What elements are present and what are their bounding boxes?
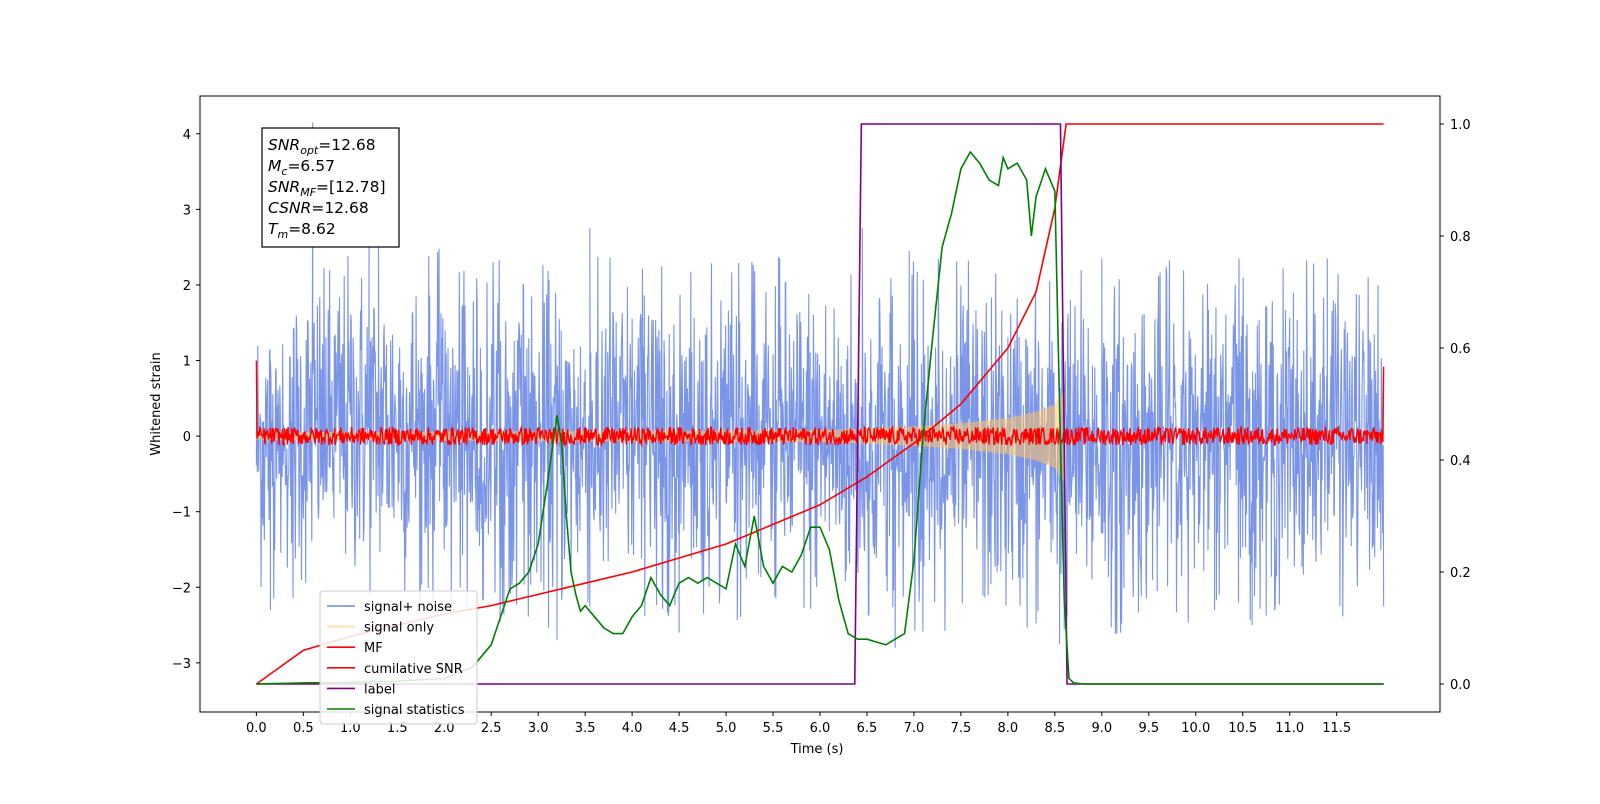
y-axis-label: Whitened strain — [149, 352, 164, 455]
x-tick-label: 0.0 — [246, 721, 267, 736]
y2-tick-label: 0.2 — [1450, 566, 1471, 581]
x-axis-label: Time (s) — [790, 742, 844, 757]
annotation-symbol: CSNR — [268, 199, 311, 217]
legend-label: cumilative SNR — [364, 662, 463, 677]
x-tick-label: 1.5 — [387, 721, 408, 736]
x-tick-label: 1.0 — [340, 721, 361, 736]
legend-frame — [319, 590, 478, 725]
annotation-line: SNRMF=[12.78] — [268, 178, 386, 199]
annotation-symbol: SNR — [268, 136, 300, 154]
x-tick-label: 2.5 — [481, 721, 502, 736]
annotation-value: =8.62 — [288, 220, 336, 238]
x-tick-label: 2.0 — [434, 721, 455, 736]
y-tick-label: 4 — [183, 128, 191, 143]
y-tick-label: 0 — [183, 430, 191, 445]
annotation-symbol: SNR — [268, 178, 300, 196]
annotation-subscript: m — [277, 228, 288, 241]
x-tick-label: 10.5 — [1228, 721, 1257, 736]
y2-tick-label: 0.4 — [1450, 454, 1471, 469]
annotation-symbol: M — [268, 157, 281, 175]
legend-label: signal only — [364, 621, 434, 636]
x-tick-label: 5.0 — [716, 721, 737, 736]
x-tick-label: 3.5 — [575, 721, 596, 736]
series-mf-line — [255, 360, 1385, 448]
annotation-line: Mc=6.57 — [268, 157, 335, 178]
x-tick-label: 6.5 — [857, 721, 878, 736]
annotation-subscript: opt — [300, 144, 319, 157]
annotation-frame — [261, 127, 400, 248]
x-tick-label: 10.0 — [1181, 721, 1210, 736]
annotation-subscript: c — [281, 165, 287, 178]
x-tick-label: 8.0 — [998, 721, 1019, 736]
y-tick-label: 2 — [183, 279, 191, 294]
x-tick-label: 7.5 — [951, 721, 972, 736]
legend-label: signal statistics — [364, 703, 465, 718]
annotation-value: =12.68 — [311, 199, 368, 217]
legend: signal+ noise signal only MF cumilative SNR… — [319, 590, 478, 725]
annotation-subscript: MF — [300, 186, 316, 199]
axes: 0.0 0.5 1.0 1.5 2.0 2.5 3.0 3.5 4.0 4.5 5.0 5.5 6.0 6… — [172, 118, 1471, 736]
x-tick-label: 11.0 — [1275, 721, 1304, 736]
y2-tick-label: 1.0 — [1450, 118, 1471, 133]
y2-tick-label: 0.0 — [1450, 678, 1471, 693]
x-tick-label: 0.5 — [293, 721, 314, 736]
legend-label: MF — [364, 641, 383, 656]
y-tick-label: −3 — [172, 657, 191, 672]
annotation-line: SNRopt=12.68 — [268, 136, 376, 157]
series-signal-noise-line — [255, 122, 1385, 648]
annotation-box: SNRopt=12.68Mc=6.57SNRMF=[12.78]CSNR=12.… — [261, 127, 400, 248]
y-tick-label: −2 — [172, 581, 191, 596]
x-tick-label: 4.0 — [622, 721, 643, 736]
y-tick-label: 3 — [183, 203, 191, 218]
x-tick-label: 4.5 — [669, 721, 690, 736]
legend-label: signal+ noise — [364, 600, 452, 615]
x-tick-label: 5.5 — [763, 721, 784, 736]
annotation-value: =[12.78] — [316, 178, 385, 196]
annotation-line: Tm=8.62 — [268, 220, 336, 241]
y2-tick-label: 0.8 — [1450, 230, 1471, 245]
y-tick-label: −1 — [172, 506, 191, 521]
y-tick-label: 1 — [183, 355, 191, 370]
y2-tick-label: 0.6 — [1450, 342, 1471, 357]
annotation-value: =6.57 — [287, 157, 335, 175]
x-tick-label: 6.0 — [810, 721, 831, 736]
series-signal-statistics-line — [256, 150, 1384, 685]
legend-label: label — [364, 682, 395, 697]
x-tick-label: 3.0 — [528, 721, 549, 736]
x-tick-label: 8.5 — [1045, 721, 1066, 736]
x-tick-label: 9.0 — [1091, 721, 1112, 736]
x-tick-label: 9.5 — [1138, 721, 1159, 736]
x-tick-label: 7.0 — [904, 721, 925, 736]
annotation-symbol: T — [268, 220, 279, 238]
annotation-line: CSNR=12.68 — [268, 199, 369, 217]
annotation-value: =12.68 — [318, 136, 375, 154]
x-tick-label: 11.5 — [1322, 721, 1351, 736]
